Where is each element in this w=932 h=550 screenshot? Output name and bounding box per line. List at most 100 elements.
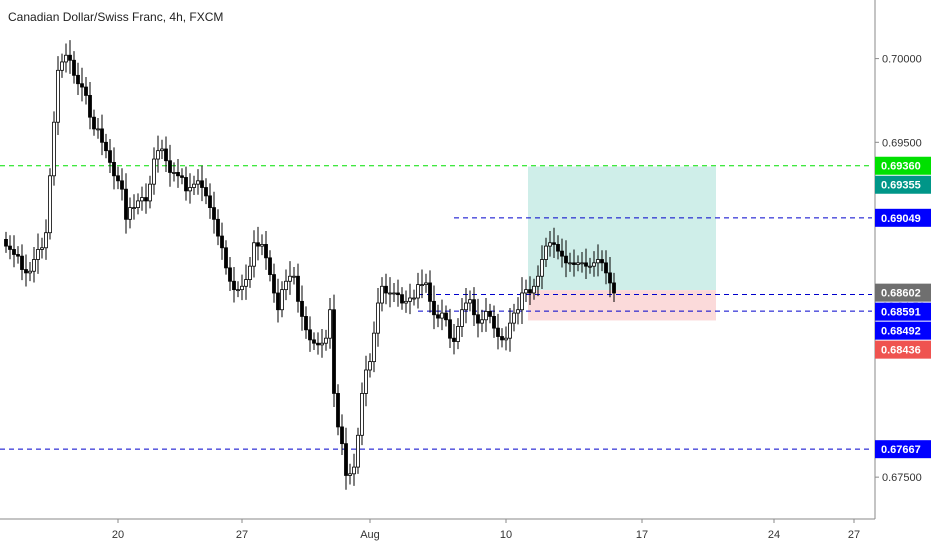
candle-body	[492, 316, 496, 329]
candle-body	[512, 312, 516, 324]
time-tick-label: Aug	[360, 529, 380, 541]
candle-body	[228, 267, 232, 282]
candle-body	[516, 309, 520, 314]
candle-body	[4, 239, 8, 247]
candle-body	[24, 269, 28, 274]
price-label-text: 0.69360	[881, 161, 921, 173]
candle-body	[284, 280, 288, 291]
candle-body	[416, 284, 420, 299]
price-label-badge	[875, 208, 931, 227]
candle-body	[208, 195, 212, 209]
candle-body	[364, 369, 368, 394]
candle-body	[72, 59, 76, 76]
candle-body	[196, 180, 200, 185]
candle-body	[548, 242, 552, 247]
candle-body	[156, 150, 160, 160]
position-stop-zone[interactable]	[528, 290, 716, 321]
candle-body	[20, 255, 24, 270]
price-label-text: 0.69355	[881, 180, 921, 192]
candle-body	[524, 289, 528, 294]
candle-body	[40, 247, 44, 250]
candle-body	[252, 242, 256, 267]
price-label-text: 0.67667	[881, 444, 921, 456]
candle-body	[136, 200, 140, 209]
candle-body	[536, 275, 540, 287]
candle-body	[580, 262, 584, 265]
candle-body	[320, 342, 324, 346]
candle-body	[100, 128, 104, 143]
candle-body	[504, 337, 508, 341]
candle-body	[244, 279, 248, 287]
candle-body	[304, 316, 308, 331]
candle-body	[372, 332, 376, 363]
candle-body	[240, 285, 244, 291]
candle-body	[436, 314, 440, 319]
candle-body	[80, 83, 84, 88]
price-label-text: 0.68602	[881, 288, 921, 300]
candle-body	[268, 257, 272, 275]
candle-body	[64, 54, 68, 63]
candle-body	[480, 319, 484, 324]
candle-body	[404, 300, 408, 304]
candle-body	[608, 272, 612, 284]
candle-body	[344, 443, 348, 476]
candle-body	[36, 249, 40, 260]
candle-body	[468, 299, 472, 304]
candle-body	[28, 270, 32, 274]
candle-body	[212, 207, 216, 220]
candle-body	[12, 249, 16, 255]
candle-body	[476, 314, 480, 324]
candle-body	[44, 232, 48, 249]
candle-body	[400, 294, 404, 304]
candle-body	[560, 250, 564, 257]
candle-body	[172, 172, 176, 174]
candle-body	[140, 197, 144, 202]
candle-body	[308, 329, 312, 341]
candle-body	[472, 299, 476, 316]
candle-body	[8, 245, 12, 250]
candle-body	[520, 292, 524, 311]
candle-body	[352, 466, 356, 475]
candle-body	[236, 289, 240, 292]
candle-body	[356, 434, 360, 468]
candle-body	[508, 322, 512, 339]
candle-body	[168, 160, 172, 173]
candle-body	[596, 259, 600, 264]
candle-body	[348, 473, 352, 476]
candle-body	[104, 141, 108, 152]
candle-body	[152, 158, 156, 185]
candle-body	[332, 309, 336, 394]
candle-body	[556, 244, 560, 252]
candle-body	[376, 302, 380, 334]
candle-body	[604, 262, 608, 274]
candle-body	[200, 180, 204, 188]
candle-body	[96, 128, 100, 131]
candle-body	[448, 319, 452, 339]
time-tick-label: 27	[236, 529, 248, 541]
time-tick-label: 24	[768, 529, 780, 541]
candle-body	[568, 262, 572, 265]
price-label-badge	[875, 156, 931, 175]
candle-body	[84, 86, 88, 96]
candle-body	[460, 309, 464, 327]
time-tick-label: 10	[500, 529, 512, 541]
candle-body	[388, 292, 392, 295]
candle-body	[88, 95, 92, 118]
candle-body	[184, 177, 188, 192]
candle-body	[56, 69, 60, 123]
candle-body	[324, 337, 328, 344]
candle-body	[544, 245, 548, 260]
candle-body	[248, 265, 252, 280]
price-label-badge	[875, 440, 931, 459]
candle-body	[116, 175, 120, 182]
candle-body	[68, 54, 72, 61]
price-label-text: 0.68436	[881, 345, 921, 357]
candle-body	[600, 259, 604, 264]
candle-body	[128, 207, 132, 220]
position-target-zone[interactable]	[528, 166, 716, 291]
candle-body	[408, 297, 412, 302]
candle-body	[92, 116, 96, 130]
candle-body	[464, 302, 468, 311]
